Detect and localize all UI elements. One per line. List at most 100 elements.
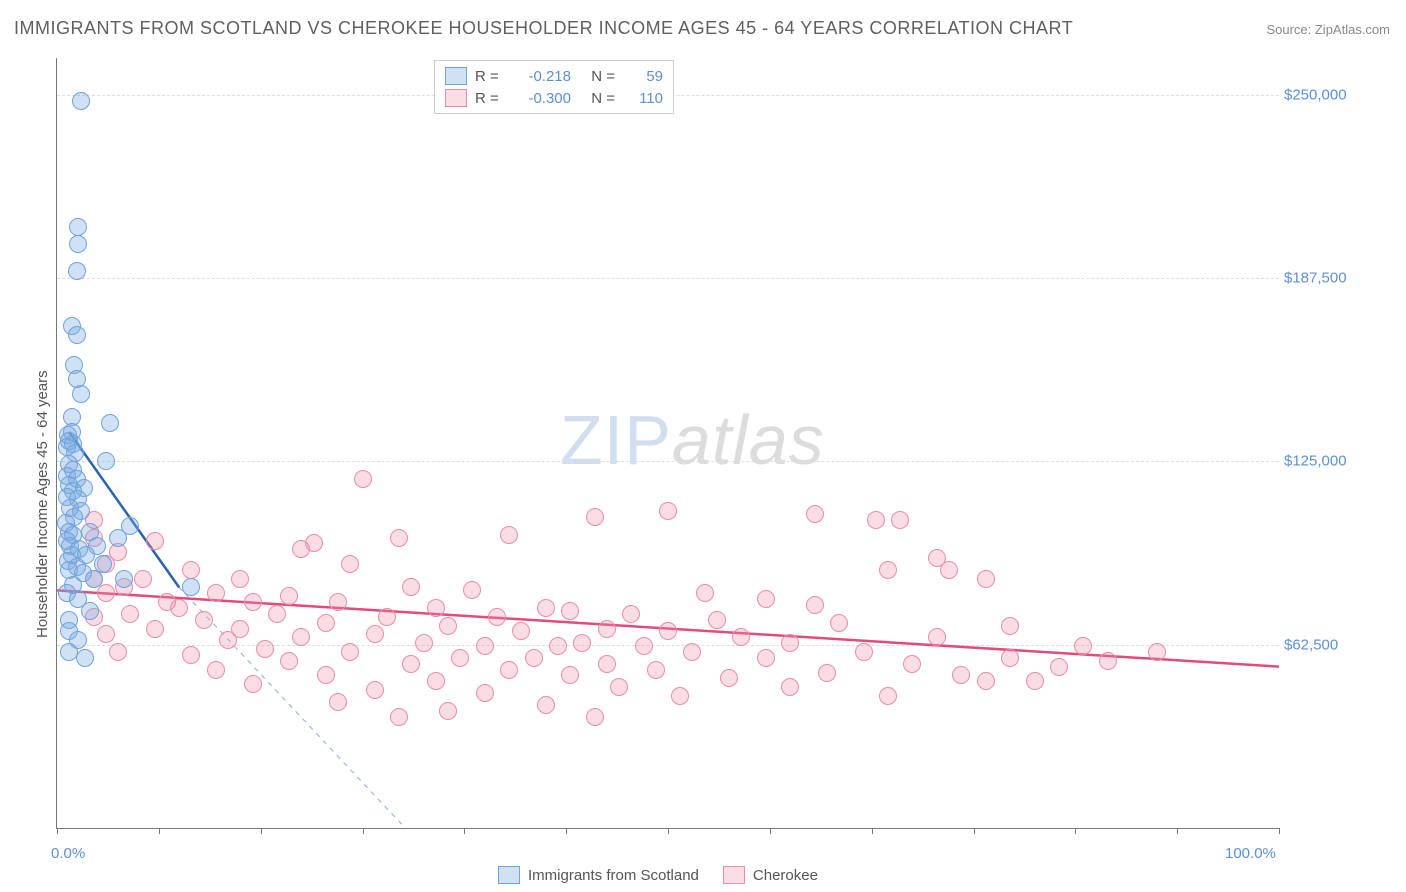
data-point — [586, 708, 604, 726]
data-point — [439, 702, 457, 720]
x-tick — [159, 828, 160, 834]
data-point — [305, 534, 323, 552]
data-point — [1099, 652, 1117, 670]
data-point — [244, 593, 262, 611]
data-point — [622, 605, 640, 623]
legend-r-label: R = — [475, 90, 503, 107]
data-point — [463, 581, 481, 599]
data-point — [68, 262, 86, 280]
x-tick — [974, 828, 975, 834]
data-point — [549, 637, 567, 655]
data-point — [635, 637, 653, 655]
legend-n-label: N = — [579, 68, 615, 85]
source-name: ZipAtlas.com — [1315, 22, 1390, 37]
trend-lines-layer — [57, 58, 1279, 828]
data-point — [68, 326, 86, 344]
data-point — [354, 470, 372, 488]
data-point — [69, 218, 87, 236]
data-point — [977, 570, 995, 588]
data-point — [378, 608, 396, 626]
data-point — [537, 599, 555, 617]
data-point — [341, 555, 359, 573]
data-point — [708, 611, 726, 629]
data-point — [402, 655, 420, 673]
legend-stats-row: R =-0.218N =59 — [445, 65, 663, 87]
data-point — [195, 611, 213, 629]
data-point — [781, 678, 799, 696]
data-point — [109, 529, 127, 547]
y-axis-label: Householder Income Ages 45 - 64 years — [34, 370, 51, 638]
data-point — [1050, 658, 1068, 676]
data-point — [610, 678, 628, 696]
data-point — [879, 561, 897, 579]
data-point — [1001, 617, 1019, 635]
data-point — [561, 602, 579, 620]
data-point — [732, 628, 750, 646]
data-point — [867, 511, 885, 529]
data-point — [598, 620, 616, 638]
legend-swatch — [445, 67, 467, 85]
data-point — [97, 625, 115, 643]
data-point — [182, 578, 200, 596]
data-point — [671, 687, 689, 705]
data-point — [76, 649, 94, 667]
data-point — [170, 599, 188, 617]
data-point — [512, 622, 530, 640]
data-point — [85, 570, 103, 588]
data-point — [146, 532, 164, 550]
x-tick — [1279, 828, 1280, 834]
y-tick-label: $250,000 — [1284, 86, 1364, 103]
x-tick — [363, 828, 364, 834]
data-point — [977, 672, 995, 690]
data-point — [500, 526, 518, 544]
data-point — [402, 578, 420, 596]
data-point — [537, 696, 555, 714]
data-point — [500, 661, 518, 679]
legend-swatch — [723, 866, 745, 884]
source-attribution: Source: ZipAtlas.com — [1266, 22, 1390, 37]
data-point — [244, 675, 262, 693]
data-point — [476, 637, 494, 655]
x-tick — [770, 828, 771, 834]
data-point — [268, 605, 286, 623]
data-point — [134, 570, 152, 588]
data-point — [1074, 637, 1092, 655]
legend-stats-row: R =-0.300N =110 — [445, 87, 663, 109]
data-point — [280, 652, 298, 670]
data-point — [928, 628, 946, 646]
legend-n-value: 59 — [623, 68, 663, 85]
x-tick — [566, 828, 567, 834]
data-point — [101, 414, 119, 432]
data-point — [488, 608, 506, 626]
data-point — [476, 684, 494, 702]
x-tick — [872, 828, 873, 834]
legend-swatch — [445, 89, 467, 107]
x-tick — [57, 828, 58, 834]
data-point — [219, 631, 237, 649]
legend-r-value: -0.218 — [511, 68, 571, 85]
data-point — [659, 622, 677, 640]
data-point — [427, 599, 445, 617]
data-point — [366, 681, 384, 699]
data-point — [317, 666, 335, 684]
data-point — [647, 661, 665, 679]
source-prefix: Source: — [1266, 22, 1314, 37]
gridline — [57, 645, 1279, 646]
data-point — [72, 385, 90, 403]
data-point — [231, 570, 249, 588]
data-point — [891, 511, 909, 529]
data-point — [586, 508, 604, 526]
data-point — [855, 643, 873, 661]
data-point — [182, 646, 200, 664]
legend-series-name: Cherokee — [753, 867, 818, 884]
data-point — [146, 620, 164, 638]
data-point — [115, 570, 133, 588]
y-tick-label: $125,000 — [1284, 453, 1364, 470]
x-tick — [1075, 828, 1076, 834]
legend-series: Immigrants from ScotlandCherokee — [498, 866, 818, 884]
data-point — [366, 625, 384, 643]
data-point — [109, 643, 127, 661]
data-point — [207, 661, 225, 679]
legend-swatch — [498, 866, 520, 884]
data-point — [72, 92, 90, 110]
